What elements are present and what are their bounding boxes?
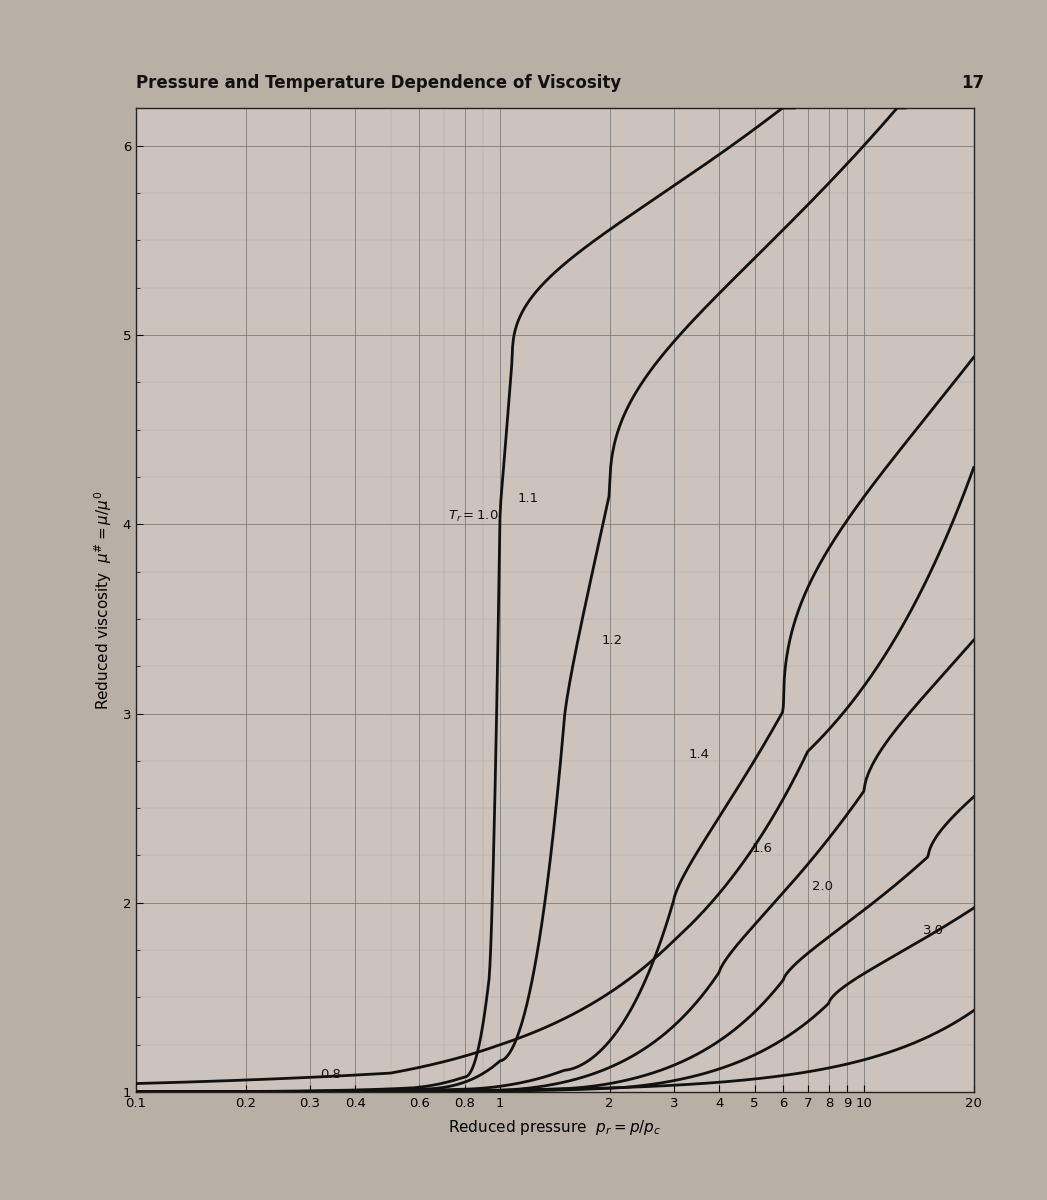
Text: 1.2: 1.2 xyxy=(602,635,623,647)
Text: 0.8: 0.8 xyxy=(320,1068,341,1081)
X-axis label: Reduced pressure  $p_r = p/p_c$: Reduced pressure $p_r = p/p_c$ xyxy=(448,1118,662,1138)
Text: 3.0: 3.0 xyxy=(922,924,944,937)
Text: $T_r = 1.0$: $T_r = 1.0$ xyxy=(448,509,498,524)
Text: 1.6: 1.6 xyxy=(752,842,773,856)
Y-axis label: Reduced viscosity  $\mu^\# = \mu/\mu^0$: Reduced viscosity $\mu^\# = \mu/\mu^0$ xyxy=(93,491,114,709)
Text: 2.0: 2.0 xyxy=(812,881,833,893)
Text: 1.4: 1.4 xyxy=(689,748,710,761)
Text: 17: 17 xyxy=(961,74,984,92)
Text: Pressure and Temperature Dependence of Viscosity: Pressure and Temperature Dependence of V… xyxy=(136,74,621,92)
Text: 1.1: 1.1 xyxy=(518,492,539,505)
